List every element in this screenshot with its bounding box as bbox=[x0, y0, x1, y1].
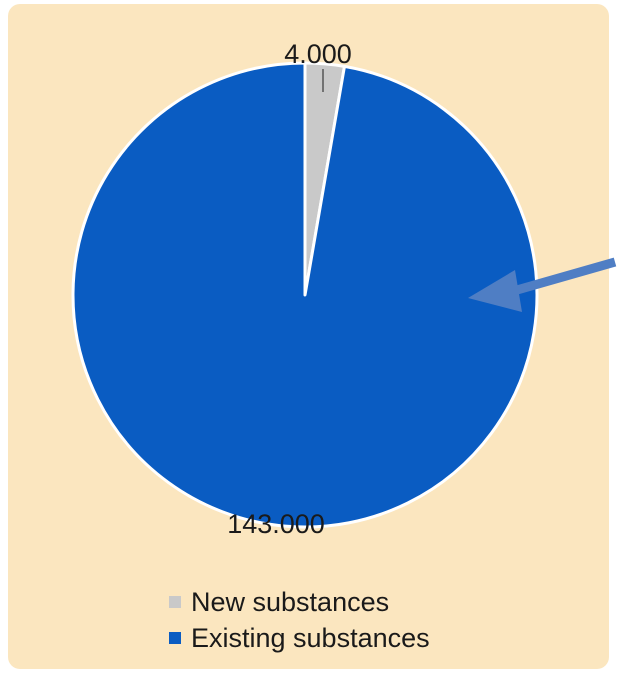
callout-arrow bbox=[468, 257, 617, 312]
legend-item-new-substances: New substances bbox=[167, 584, 430, 620]
pie-slices bbox=[71, 61, 539, 529]
callout-arrow-head bbox=[468, 270, 522, 312]
callout-arrow-shaft bbox=[508, 257, 617, 297]
pie-slice-existing-substances bbox=[71, 61, 539, 529]
legend-swatch-existing-substances bbox=[169, 632, 181, 644]
chart-legend: New substances Existing substances bbox=[167, 584, 430, 656]
existing-substances-value-label: 143.000 bbox=[227, 509, 325, 539]
legend-label-new-substances: New substances bbox=[191, 586, 390, 617]
new-substances-value-label: 4.000 bbox=[284, 39, 352, 69]
legend-label-existing-substances: Existing substances bbox=[191, 622, 430, 653]
legend-item-existing-substances: Existing substances bbox=[167, 620, 430, 656]
legend-swatch-new-substances bbox=[169, 596, 181, 608]
